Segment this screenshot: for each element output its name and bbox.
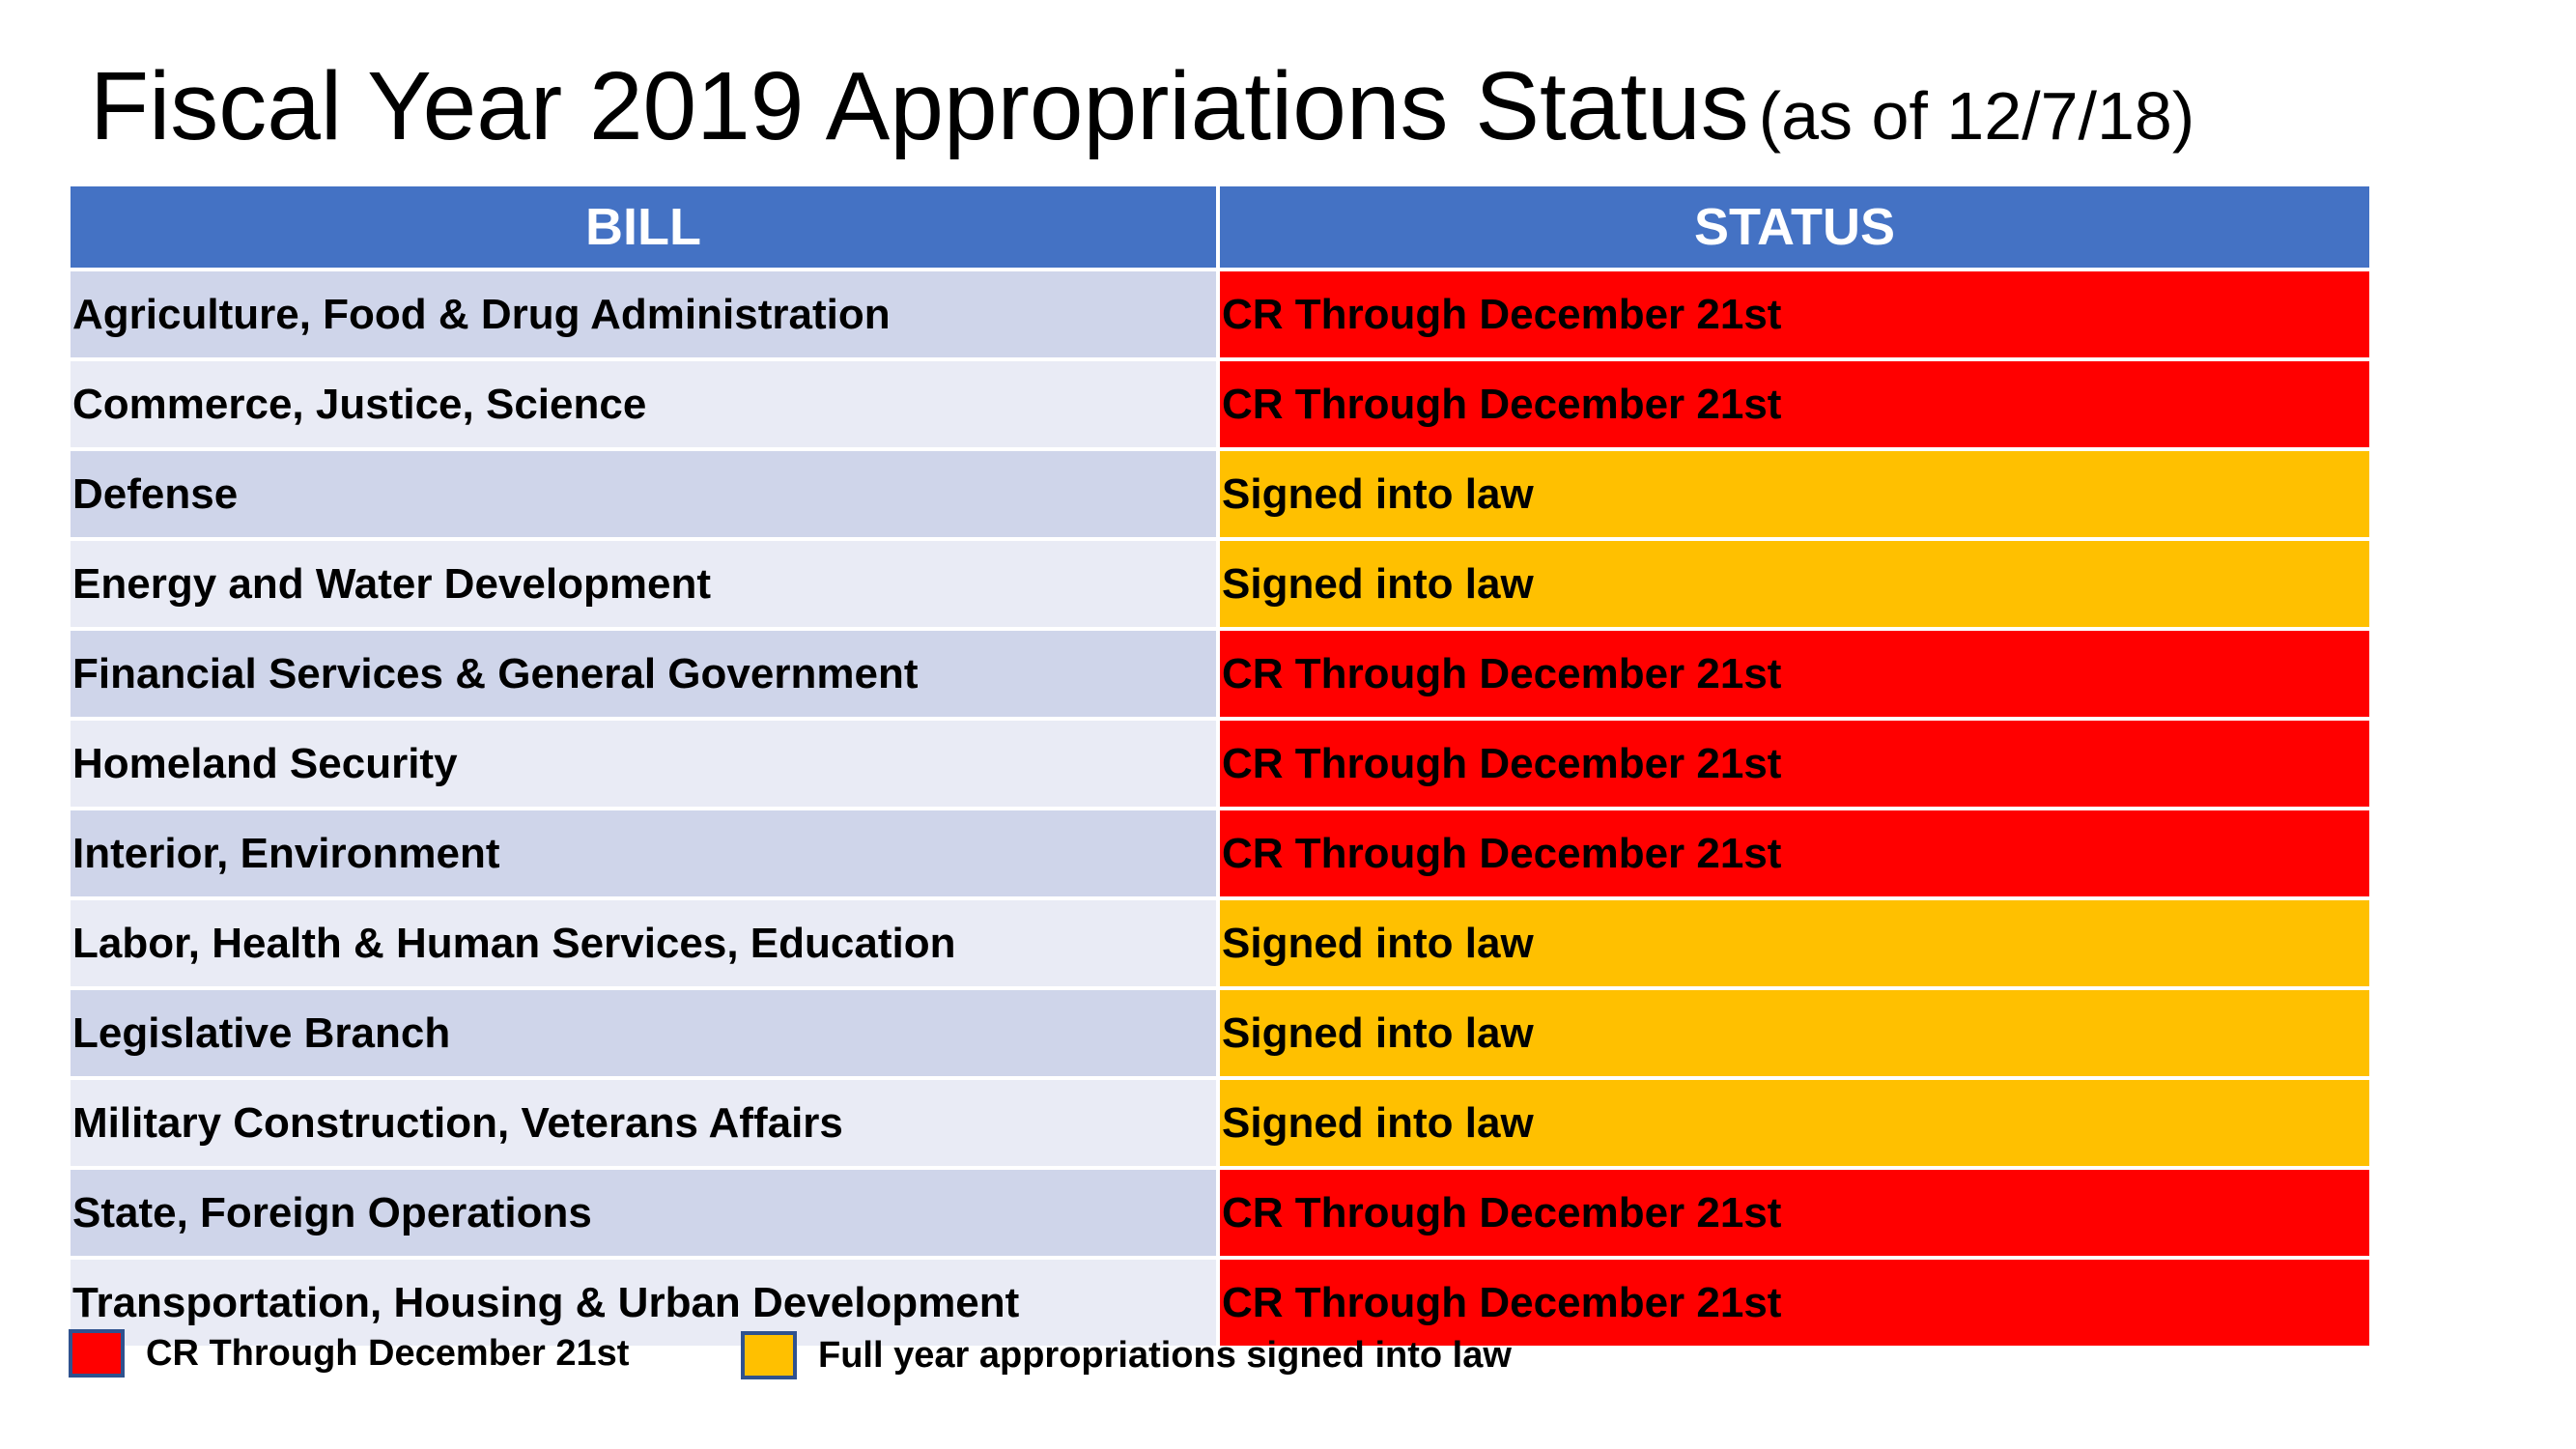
table-row: Agriculture, Food & Drug Administration C… [71, 271, 2369, 357]
status-cell: CR Through December 21st [1220, 810, 2369, 896]
table-row: Interior, Environment CR Through December… [71, 807, 2369, 896]
status-cell: Signed into law [1220, 990, 2369, 1076]
status-cell: CR Through December 21st [1220, 271, 2369, 357]
table-row: Commerce, Justice, Science CR Through Dec… [71, 357, 2369, 447]
status-cell: Signed into law [1220, 451, 2369, 537]
bill-cell: Transportation, Housing & Urban Developm… [71, 1260, 1216, 1346]
status-column-header: STATUS [1220, 186, 2369, 268]
bill-cell: Commerce, Justice, Science [71, 361, 1216, 447]
table-row: Military Construction, Veterans Affairs S… [71, 1076, 2369, 1166]
table-row: Legislative Branch Signed into law [71, 986, 2369, 1076]
table-row: Financial Services & General Government C… [71, 627, 2369, 717]
bill-cell: Financial Services & General Government [71, 631, 1216, 717]
bill-cell: Energy and Water Development [71, 541, 1216, 627]
title-main: Fiscal Year 2019 Appropriations Status [90, 52, 1749, 160]
table-header-row: BILL STATUS [71, 186, 2369, 268]
bill-cell: Homeland Security [71, 721, 1216, 807]
bill-cell: Defense [71, 451, 1216, 537]
page-title: Fiscal Year 2019 Appropriations Status (a… [90, 58, 2194, 155]
bill-cell: Labor, Health & Human Services, Educatio… [71, 900, 1216, 986]
status-cell: CR Through December 21st [1220, 1260, 2369, 1346]
legend-label-law: Full year appropriations signed into law [818, 1334, 1512, 1376]
table-row: Labor, Health & Human Services, Educatio… [71, 896, 2369, 986]
legend-label-cr: CR Through December 21st [146, 1332, 630, 1374]
legend: CR Through December 21st Full year appro… [0, 1329, 2576, 1406]
table-row: Homeland Security CR Through December 21s… [71, 717, 2369, 807]
table-row: Transportation, Housing & Urban Developm… [71, 1256, 2369, 1346]
status-cell: Signed into law [1220, 541, 2369, 627]
legend-item-law: Full year appropriations signed into law [741, 1331, 1512, 1379]
title-date: (as of 12/7/18) [1758, 78, 2195, 154]
status-cell: CR Through December 21st [1220, 361, 2369, 447]
bill-cell: Military Construction, Veterans Affairs [71, 1080, 1216, 1166]
status-cell: CR Through December 21st [1220, 721, 2369, 807]
bill-cell: Agriculture, Food & Drug Administration [71, 271, 1216, 357]
table-row: Defense Signed into law [71, 447, 2369, 537]
status-cell: CR Through December 21st [1220, 631, 2369, 717]
table-body: Agriculture, Food & Drug Administration C… [71, 271, 2369, 1346]
table-row: State, Foreign Operations CR Through Dece… [71, 1166, 2369, 1256]
appropriations-table: BILL STATUS Agriculture, Food & Drug Adm… [71, 186, 2369, 1346]
status-cell: CR Through December 21st [1220, 1170, 2369, 1256]
bill-cell: State, Foreign Operations [71, 1170, 1216, 1256]
status-cell: Signed into law [1220, 900, 2369, 986]
bill-column-header: BILL [71, 186, 1216, 268]
status-cell: Signed into law [1220, 1080, 2369, 1166]
bill-cell: Interior, Environment [71, 810, 1216, 896]
bill-cell: Legislative Branch [71, 990, 1216, 1076]
table-row: Energy and Water Development Signed into … [71, 537, 2369, 627]
cr-swatch [69, 1329, 125, 1378]
legend-item-cr: CR Through December 21st [69, 1329, 629, 1378]
law-swatch [741, 1331, 797, 1379]
